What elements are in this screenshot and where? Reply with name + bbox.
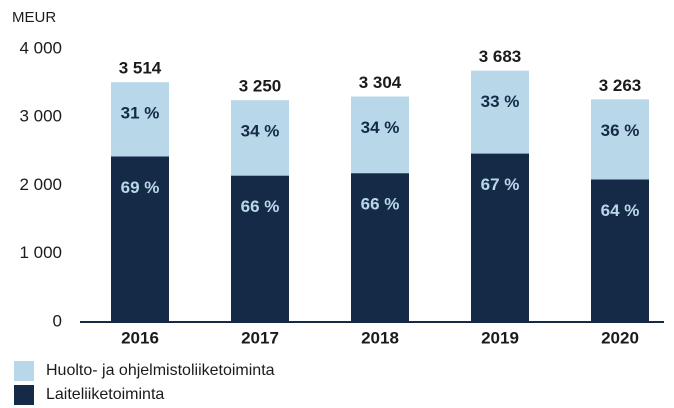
bar-segment	[471, 153, 529, 322]
x-tick-label: 2019	[481, 328, 519, 347]
share-label: 36 %	[601, 121, 640, 140]
y-tick-label: 3 000	[19, 107, 62, 126]
bar-segment	[231, 100, 289, 176]
share-label: 69 %	[121, 178, 160, 197]
total-label: 3 514	[119, 59, 162, 78]
x-tick-label: 2016	[121, 328, 159, 347]
total-label: 3 304	[359, 73, 402, 92]
y-tick-label: 2 000	[19, 175, 62, 194]
bar-segment	[111, 82, 169, 157]
y-tick-label: 4 000	[19, 38, 62, 57]
share-label: 66 %	[241, 197, 280, 216]
bar-segment	[471, 70, 529, 154]
x-tick-label: 2020	[601, 328, 639, 347]
legend-label: Laiteliiketoiminta	[46, 386, 164, 403]
legend-swatch	[14, 385, 34, 405]
y-tick-label: 1 000	[19, 243, 62, 262]
share-label: 34 %	[361, 118, 400, 137]
legend-swatch	[14, 361, 34, 381]
total-label: 3 683	[479, 47, 522, 66]
legend-label: Huolto- ja ohjelmistoliiketoiminta	[46, 362, 275, 379]
y-axis-label: MEUR	[12, 9, 56, 26]
bar-segment	[591, 179, 649, 322]
total-label: 3 250	[239, 77, 282, 96]
bar-segment	[231, 175, 289, 322]
bar-segment	[351, 96, 409, 174]
total-label: 3 263	[599, 76, 642, 95]
y-tick-label: 0	[53, 311, 62, 330]
share-label: 66 %	[361, 195, 400, 214]
bar-segment	[351, 173, 409, 322]
x-tick-label: 2017	[241, 328, 279, 347]
bar-segment	[111, 156, 169, 322]
x-tick-label: 2018	[361, 328, 399, 347]
share-label: 31 %	[121, 104, 160, 123]
share-label: 64 %	[601, 201, 640, 220]
share-label: 34 %	[241, 122, 280, 141]
share-label: 67 %	[481, 175, 520, 194]
bar-segment	[591, 99, 649, 180]
share-label: 33 %	[481, 92, 520, 111]
